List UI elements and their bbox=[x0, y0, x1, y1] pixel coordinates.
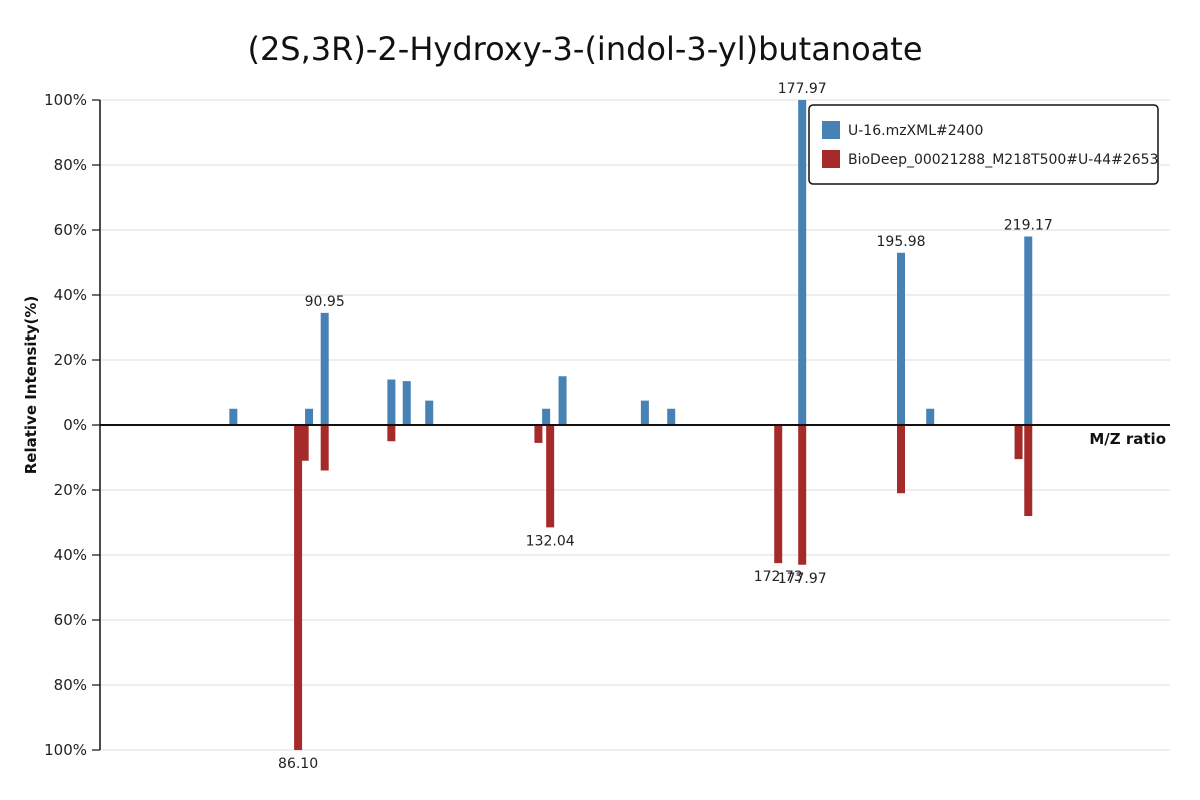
y-tick-label: 100% bbox=[44, 91, 87, 109]
reference-peak-bar bbox=[300, 425, 309, 461]
y-tick-label: 0% bbox=[63, 416, 87, 434]
sample-peak-bar bbox=[667, 408, 676, 425]
reference-peak-bar bbox=[387, 425, 396, 442]
x-axis-label: M/Z ratio bbox=[1089, 430, 1166, 448]
legend-swatch-reference bbox=[822, 150, 840, 168]
y-axis-label: Relative Intensity(%) bbox=[22, 296, 40, 475]
reference-peak-bar bbox=[774, 425, 783, 564]
y-tick-label: 40% bbox=[54, 286, 87, 304]
sample-peak-label: 219.17 bbox=[1004, 218, 1053, 234]
sample-peak-bar bbox=[926, 408, 935, 425]
sample-peak-bar bbox=[425, 400, 434, 425]
chart-title: (2S,3R)-2-Hydroxy-3-(indol-3-yl)butanoat… bbox=[247, 30, 922, 68]
reference-peak-label: 177.97 bbox=[778, 571, 827, 587]
sample-peak-bar bbox=[320, 312, 329, 425]
reference-peak-bar bbox=[1024, 425, 1033, 516]
y-tick-label: 20% bbox=[54, 351, 87, 369]
reference-peak-label: 132.04 bbox=[526, 533, 575, 549]
y-tick-label: 40% bbox=[54, 546, 87, 564]
y-axis-ticks: 100% 80% 60% 40% 20% 0% 20% 40% 60% 80% 100% bbox=[44, 91, 100, 759]
y-tick-label: 60% bbox=[54, 221, 87, 239]
sample-peak-bar bbox=[402, 381, 411, 425]
reference-peak-bar bbox=[320, 425, 329, 471]
sample-peak-bar bbox=[305, 408, 314, 425]
legend: U-16.mzXML#2400 BioDeep_00021288_M218T50… bbox=[808, 104, 1159, 185]
y-tick-label: 60% bbox=[54, 611, 87, 629]
sample-peak-bar bbox=[558, 376, 567, 425]
y-tick-label: 80% bbox=[54, 676, 87, 694]
gridlines bbox=[100, 99, 1170, 751]
legend-entry-reference: BioDeep_00021288_M218T500#U-44#2653 bbox=[848, 152, 1159, 168]
y-tick-label: 80% bbox=[54, 156, 87, 174]
peak-labels: 90.95 177.97 195.98 219.17 86.10 132.04 172.73… bbox=[278, 81, 1053, 772]
y-tick-label: 20% bbox=[54, 481, 87, 499]
legend-box bbox=[808, 104, 1159, 185]
sample-peak-bar bbox=[229, 408, 238, 425]
reference-peak-bar bbox=[294, 425, 303, 750]
sample-peak-label: 195.98 bbox=[877, 234, 926, 250]
sample-peak-bar bbox=[1024, 236, 1033, 425]
sample-peak-bar bbox=[640, 400, 649, 425]
reference-peak-label: 172.73 bbox=[754, 569, 803, 585]
sample-peak-label: 177.97 bbox=[778, 81, 827, 97]
reference-peak-bar bbox=[798, 425, 807, 565]
sample-peak-label: 90.95 bbox=[305, 294, 345, 310]
sample-peak-bar bbox=[387, 379, 396, 425]
reference-peak-label: 86.10 bbox=[278, 756, 318, 772]
reference-peak-bar bbox=[534, 425, 543, 443]
sample-peak-bar bbox=[798, 100, 807, 425]
reference-peak-bar bbox=[1014, 425, 1023, 460]
sample-peak-bar bbox=[897, 252, 906, 425]
legend-entry-sample: U-16.mzXML#2400 bbox=[848, 123, 983, 139]
legend-swatch-sample bbox=[822, 121, 840, 139]
sample-peak-bar bbox=[542, 408, 551, 425]
peak-bars bbox=[229, 100, 1033, 750]
y-tick-label: 100% bbox=[44, 741, 87, 759]
reference-peak-bar bbox=[546, 425, 555, 528]
reference-peak-bar bbox=[897, 425, 906, 494]
